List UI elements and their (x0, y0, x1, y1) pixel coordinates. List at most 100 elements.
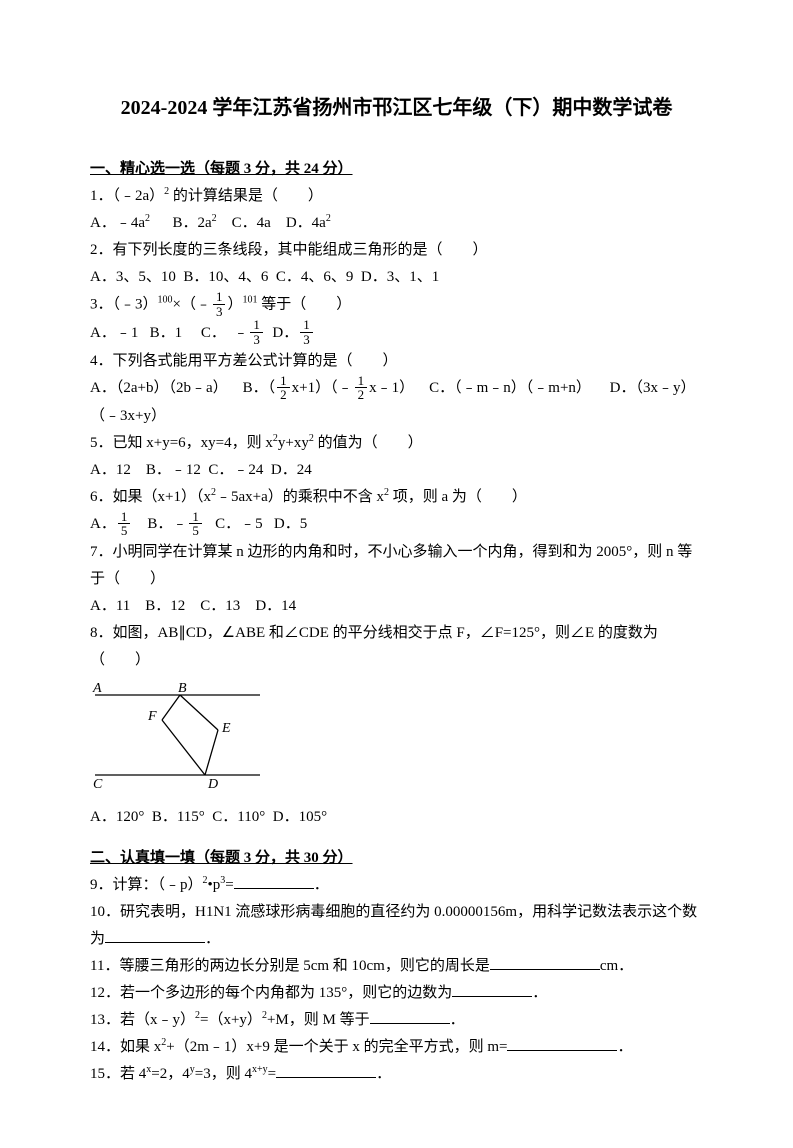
q3-optD: D．13 (272, 319, 314, 347)
label-A: A (92, 681, 102, 696)
q7-optC: C．13 (200, 593, 240, 620)
q6-optC: C．﹣5 (215, 511, 263, 538)
q5-mid: y+xy (278, 435, 309, 451)
label-D: D (207, 777, 218, 790)
fraction-1-2a: 12 (277, 374, 290, 402)
q13-mid: =（x+y） (200, 1012, 262, 1028)
q4-D-line2: （﹣3x+y） (90, 403, 166, 430)
q12-stem: 12．若一个多边形的每个内角都为 135°，则它的边数为 (90, 985, 452, 1001)
q6-options: A．15 B．﹣15 C．﹣5 D．5 (90, 511, 703, 539)
q11-unit: cm． (600, 958, 633, 974)
q6-tail: 项，则 a 为（ ） (389, 489, 527, 505)
q5-optB: B．﹣12 (146, 457, 201, 484)
q7-optD: D．14 (255, 593, 296, 620)
fraction-1-3c: 13 (300, 318, 313, 346)
q3-exp2: 101 (243, 295, 258, 306)
q15-pre: 15．若 4 (90, 1066, 146, 1082)
q15-blank (276, 1062, 376, 1078)
q12-blank (452, 981, 532, 997)
fraction-1-3a: 13 (213, 290, 226, 318)
q3-mid: ×（﹣ (173, 297, 211, 313)
q13-end: ． (450, 1012, 465, 1028)
q12-tail: ． (532, 985, 547, 1001)
q4-B-tail: x﹣1） (369, 375, 414, 402)
q6-optD: D．5 (274, 511, 307, 538)
q6-optA: A．15 (90, 511, 132, 539)
q1-optA: A．﹣4a2 (90, 210, 150, 237)
fraction-1-2b: 12 (355, 374, 368, 402)
q14-mid: +（2m﹣1）x+9 是一个关于 x 的完全平方式，则 m= (166, 1039, 507, 1055)
q2-options: A．3、5、10 B．10、4、6 C．4、6、9 D．3、1、1 (90, 264, 703, 291)
label-E: E (221, 721, 231, 736)
q1-options: A．﹣4a2 B．2a2 C．4a D．4a2 (90, 210, 703, 237)
q1-B-text: B．2a (173, 210, 212, 237)
q5-optC: C．﹣24 (208, 457, 263, 484)
q1-D-exp: 2 (326, 213, 331, 224)
q12: 12．若一个多边形的每个内角都为 135°，则它的边数为 ． (90, 980, 703, 1007)
q4: 4．下列各式能用平方差公式计算的是（ ） (90, 348, 703, 375)
q8-optB: B．115° (152, 804, 205, 831)
q5-optA: A．12 (90, 457, 131, 484)
label-C: C (93, 777, 103, 790)
q6-stem: 6．如果（x+1）（x (90, 489, 211, 505)
q2-optA: A．3、5、10 (90, 264, 176, 291)
q5-stem: 5．已知 x+y=6，xy=4，则 x (90, 435, 273, 451)
q4-optC: C．（﹣m﹣n）（﹣m+n） (429, 375, 591, 402)
q9-pre: 9．计算：（﹣p） (90, 877, 203, 893)
q6-B-text: B．﹣ (147, 511, 187, 538)
q4-B-pre: B．（ (243, 375, 276, 402)
q3-pre: 3．（﹣3） (90, 297, 158, 313)
q13-stem: 13．若（x﹣y） (90, 1012, 195, 1028)
q10-blank (105, 927, 205, 943)
q9-tail: = (225, 877, 233, 893)
q1-B-exp: 2 (212, 213, 217, 224)
q4-B-mid: x+1）（﹣ (292, 375, 353, 402)
q15-end: ． (376, 1066, 391, 1082)
q2: 2．有下列长度的三条线段，其中能组成三角形的是（ ） (90, 237, 703, 264)
q7-optA: A．11 (90, 593, 130, 620)
q2-optD: D．3、1、1 (361, 264, 439, 291)
q1-optC: C．4a (232, 210, 271, 237)
fraction-1-5b: 15 (189, 510, 202, 538)
q14-blank (507, 1035, 617, 1051)
q1-A-exp: 2 (145, 213, 150, 224)
q4-options: A．（2a+b）（2b﹣a） B．（12 x+1）（﹣12x﹣1） C．（﹣m﹣… (90, 375, 703, 403)
q11-stem: 11．等腰三角形的两边长分别是 5cm 和 10cm，则它的周长是 (90, 958, 490, 974)
q1-optB: B．2a2 (173, 210, 217, 237)
page-title: 2024-2024 学年江苏省扬州市邗江区七年级（下）期中数学试卷 (90, 90, 703, 126)
q6-mid: ﹣5ax+a）的乘积中不含 x (216, 489, 384, 505)
q8-options: A．120° B．115° C．110° D．105° (90, 804, 703, 831)
q4-optB: B．（12 x+1）（﹣12x﹣1） (243, 375, 415, 403)
section2-header: 二、认真填一填（每题 3 分，共 30 分） (90, 845, 703, 872)
q9-mid: •p (208, 877, 221, 893)
q2-optC: C．4、6、9 (276, 264, 354, 291)
fraction-1-5a: 15 (118, 510, 131, 538)
q15-xy: x+y (252, 1064, 268, 1075)
q5-optD: D．24 (271, 457, 312, 484)
q3-C-text: C． ﹣ (201, 320, 249, 347)
q4-options-line2: （﹣3x+y） (90, 403, 703, 430)
label-B: B (178, 681, 187, 696)
q1-D-text: D．4a (286, 210, 326, 237)
q3-optC: C． ﹣13 (201, 319, 265, 347)
q8: 8．如图，AB∥CD，∠ABE 和∠CDE 的平分线相交于点 F，∠F=125°… (90, 620, 703, 674)
q13: 13．若（x﹣y）2=（x+y）2+M，则 M 等于． (90, 1007, 703, 1034)
q9-blank (234, 873, 314, 889)
q13-tail: +M，则 M 等于 (267, 1012, 370, 1028)
q10: 10．研究表明，H1N1 流感球形病毒细胞的直径约为 0.00000156m，用… (90, 899, 703, 953)
q3-options: A．﹣1 B．1 C． ﹣13 D．13 (90, 319, 703, 347)
q14: 14．如果 x2+（2m﹣1）x+9 是一个关于 x 的完全平方式，则 m=． (90, 1034, 703, 1061)
q1-tail: 的计算结果是（ ） (169, 188, 323, 204)
q15-mid2: =3，则 4 (195, 1066, 252, 1082)
fraction-1-3b: 13 (250, 318, 263, 346)
q4-optA: A．（2a+b）（2b﹣a） (90, 375, 228, 402)
q6-optB: B．﹣15 (147, 511, 204, 539)
q6-A-text: A． (90, 511, 116, 538)
q3-optB: B．1 (150, 320, 183, 347)
q15-mid1: =2，4 (151, 1066, 189, 1082)
q15: 15．若 4x=2，4y=3，则 4x+y=． (90, 1061, 703, 1088)
q5: 5．已知 x+y=6，xy=4，则 x2y+xy2 的值为（ ） (90, 430, 703, 457)
q3-exp1: 100 (158, 295, 173, 306)
q1: 1．（﹣2a）2 的计算结果是（ ） (90, 183, 703, 210)
q3-optA: A．﹣1 (90, 320, 138, 347)
